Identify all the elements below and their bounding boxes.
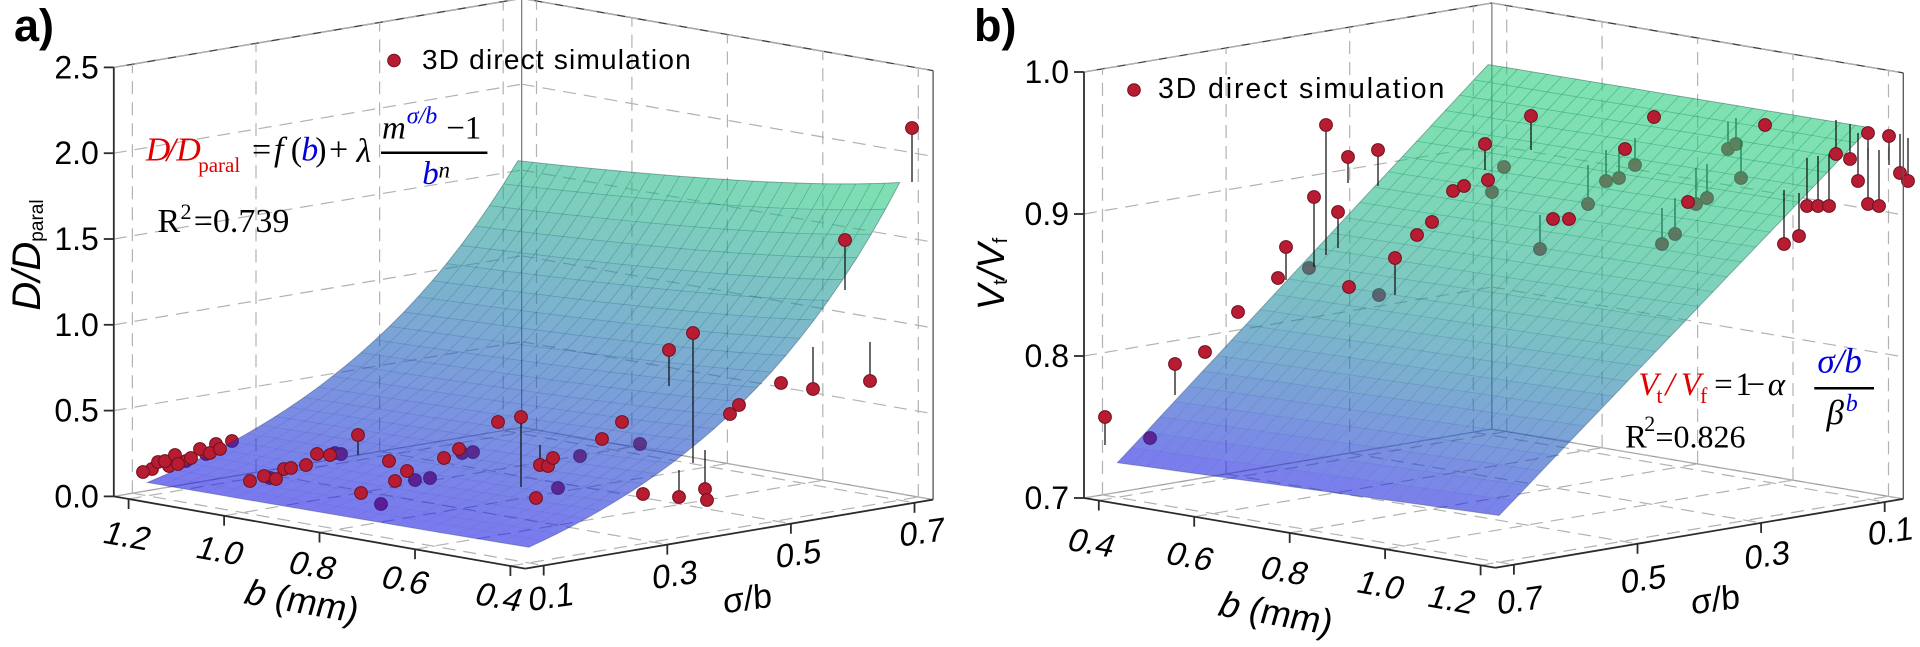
- svg-text:2.0: 2.0: [54, 135, 98, 171]
- svg-text:2: 2: [181, 199, 192, 224]
- svg-text:a): a): [14, 0, 54, 51]
- svg-text:0.0: 0.0: [54, 478, 98, 514]
- svg-text:3D direct simulation: 3D direct simulation: [422, 44, 692, 75]
- svg-text:D: D: [175, 132, 201, 169]
- svg-text:Vt/Vf: Vt/Vf: [971, 237, 1013, 310]
- svg-text:0.9: 0.9: [1025, 196, 1069, 232]
- svg-text:0.3: 0.3: [1744, 534, 1791, 578]
- svg-text:V: V: [1638, 367, 1662, 403]
- svg-text:σ/b: σ/b: [407, 104, 438, 130]
- svg-text:2.5: 2.5: [54, 49, 98, 85]
- svg-text:=: =: [252, 132, 271, 169]
- svg-text:−1: −1: [446, 111, 481, 147]
- svg-text:0.7: 0.7: [899, 511, 946, 555]
- svg-text:σ/b: σ/b: [1817, 341, 1862, 380]
- svg-text:): ): [315, 132, 326, 169]
- svg-text:b: b: [301, 132, 318, 169]
- svg-text:λ: λ: [356, 133, 372, 170]
- svg-text:=0.739: =0.739: [194, 203, 290, 240]
- svg-text:b): b): [974, 0, 1016, 51]
- svg-text:/: /: [165, 132, 180, 169]
- svg-text:R: R: [158, 203, 181, 240]
- svg-text:1.0: 1.0: [54, 307, 98, 343]
- svg-text:σ/b: σ/b: [1690, 578, 1741, 623]
- svg-text:0.5: 0.5: [775, 533, 822, 577]
- svg-text:b: b: [422, 156, 439, 192]
- svg-text:1.5: 1.5: [54, 221, 98, 257]
- svg-text:n: n: [439, 157, 451, 182]
- svg-text:−: −: [1747, 367, 1766, 403]
- svg-text:0.1: 0.1: [528, 576, 575, 620]
- svg-text:0.3: 0.3: [652, 554, 699, 598]
- svg-text:α: α: [1768, 367, 1786, 403]
- svg-text:β: β: [1826, 393, 1845, 432]
- svg-text:0.1: 0.1: [1868, 510, 1915, 554]
- svg-text:/: /: [1664, 367, 1678, 403]
- svg-text:0.5: 0.5: [1620, 558, 1667, 602]
- svg-text:0.5: 0.5: [54, 393, 98, 429]
- svg-text:paral: paral: [198, 153, 240, 177]
- svg-text:σ/b: σ/b: [722, 577, 773, 622]
- svg-text:3D direct simulation: 3D direct simulation: [1158, 73, 1446, 105]
- svg-text:0.8: 0.8: [1025, 338, 1069, 374]
- svg-text:+: +: [329, 132, 348, 169]
- svg-text:=: =: [1714, 367, 1733, 403]
- svg-text:1.0: 1.0: [1025, 54, 1069, 90]
- svg-text:(: (: [291, 132, 302, 169]
- svg-text:D: D: [145, 132, 171, 169]
- svg-text:2: 2: [1644, 411, 1655, 436]
- svg-text:V: V: [1681, 367, 1705, 403]
- svg-text:0.7: 0.7: [1025, 480, 1069, 516]
- svg-text:t: t: [1656, 383, 1662, 408]
- svg-text:R: R: [1625, 420, 1647, 456]
- svg-text:1: 1: [1735, 367, 1752, 403]
- svg-text:b: b: [1846, 391, 1858, 417]
- svg-text:f: f: [1700, 383, 1708, 408]
- svg-text:m: m: [382, 111, 406, 147]
- svg-text:0.7: 0.7: [1497, 579, 1544, 623]
- svg-text:=0.826: =0.826: [1655, 419, 1745, 455]
